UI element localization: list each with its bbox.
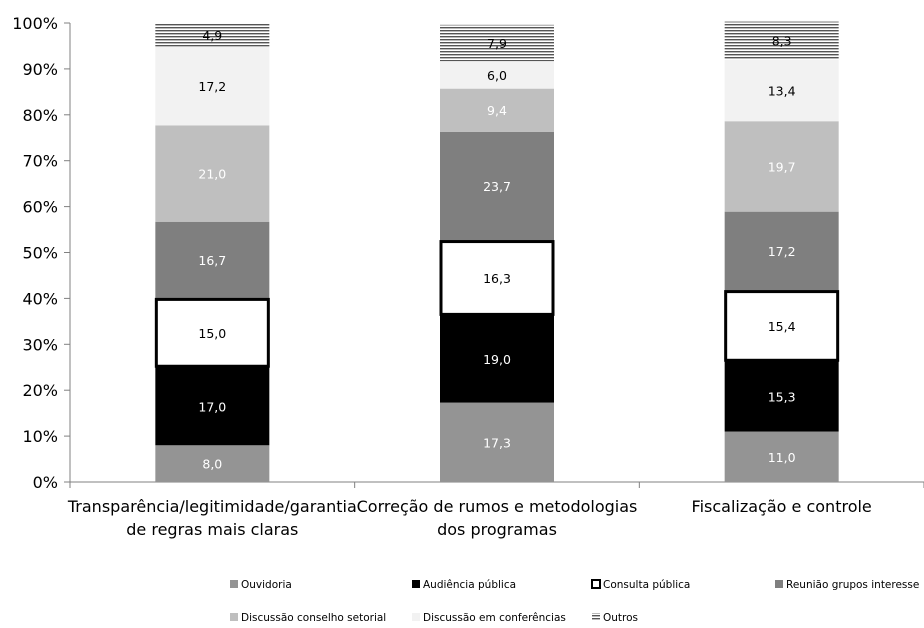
bar-segment	[440, 61, 554, 89]
bar-segment	[724, 361, 839, 432]
data-label: 4,9	[202, 28, 222, 43]
y-tick-label: 10%	[22, 427, 58, 446]
legend-label: Outros	[603, 612, 638, 624]
bar-segment	[155, 46, 270, 126]
legend-label: Audiência pública	[423, 579, 516, 591]
bar-segment-outline	[439, 240, 555, 316]
data-label: 23,7	[483, 179, 511, 194]
data-label: 17,2	[198, 79, 226, 94]
bar-segment	[724, 21, 839, 60]
data-label: 17,3	[483, 435, 511, 450]
legend-swatch	[230, 613, 238, 621]
x-category-label: Transparência/legitimidade/garantia	[67, 497, 357, 516]
y-tick-label: 50%	[22, 244, 58, 263]
bar-segment	[155, 298, 270, 368]
data-label: 16,7	[198, 253, 226, 268]
bar-segment	[440, 315, 554, 403]
data-label: 11,0	[768, 450, 796, 465]
data-label: 13,4	[768, 83, 796, 98]
bar-segment	[155, 367, 270, 446]
bar-segment	[724, 211, 839, 291]
data-label: 17,2	[768, 244, 796, 259]
legend-swatch	[412, 613, 420, 621]
legend-label: Ouvidoria	[241, 579, 292, 591]
data-label: 16,3	[483, 271, 511, 286]
x-category-label: Fiscalização e controle	[692, 497, 872, 516]
bar-segment	[724, 431, 839, 482]
data-label: 9,4	[487, 103, 507, 118]
bar-segment	[440, 88, 554, 132]
legend: Ouvidoria Audiência pública Consulta públi…	[230, 579, 919, 624]
y-tick-label: 0%	[33, 473, 58, 492]
legend-label: Discussão em conferências	[423, 612, 566, 624]
legend-swatch	[592, 613, 600, 621]
bar-segment	[724, 121, 839, 212]
bar-segment	[155, 125, 270, 222]
legend-swatch	[230, 580, 238, 588]
data-labels: 8,0 17,0 15,0 16,7 21,0 17,2 4,9 17,3 19,0 16,3 23…	[198, 28, 795, 471]
bar-segment	[440, 131, 554, 241]
y-tick-label: 30%	[22, 335, 58, 354]
bar-segment	[724, 59, 839, 122]
data-label: 15,0	[198, 326, 226, 341]
legend-label: Reunião grupos interesse	[786, 579, 919, 591]
legend-swatch	[775, 580, 783, 588]
category-labels: Transparência/legitimidade/garantia de re…	[67, 497, 872, 539]
y-tick-label: 70%	[22, 152, 58, 171]
bars	[154, 21, 840, 482]
legend-label: Discussão conselho setorial	[241, 612, 386, 624]
y-tick-label: 20%	[22, 381, 58, 400]
bar-segment-outline	[724, 290, 840, 362]
y-tick-label: 100%	[12, 14, 58, 33]
data-label: 7,9	[487, 36, 507, 51]
x-category-label: Correção de rumos e metodologias	[357, 497, 638, 516]
data-label: 15,4	[768, 319, 796, 334]
legend-label: Consulta pública	[603, 579, 690, 591]
bar-segment	[155, 23, 270, 47]
y-tick-label: 40%	[22, 289, 58, 308]
data-label: 19,0	[483, 352, 511, 367]
bar-segment	[440, 24, 554, 62]
data-label: 17,0	[198, 399, 226, 414]
data-label: 8,3	[772, 34, 792, 49]
bar-segment	[155, 445, 270, 482]
y-tick-label: 80%	[22, 106, 58, 125]
data-label: 19,7	[768, 159, 796, 174]
data-label: 21,0	[198, 167, 226, 182]
legend-swatch	[412, 580, 420, 588]
y-tick-label: 60%	[22, 198, 58, 217]
bar-segment	[724, 290, 839, 362]
x-category-label: dos programas	[437, 520, 557, 539]
data-label: 15,3	[768, 389, 796, 404]
bar-segment	[440, 240, 554, 316]
data-label: 8,0	[202, 457, 222, 472]
y-tick-label: 90%	[22, 60, 58, 79]
bar-segment-outline	[154, 297, 270, 368]
x-category-label: de regras mais claras	[126, 520, 298, 539]
data-label: 6,0	[487, 68, 507, 83]
legend-swatch	[591, 579, 601, 589]
bar-segment	[155, 221, 270, 299]
bar-segment	[440, 402, 554, 482]
